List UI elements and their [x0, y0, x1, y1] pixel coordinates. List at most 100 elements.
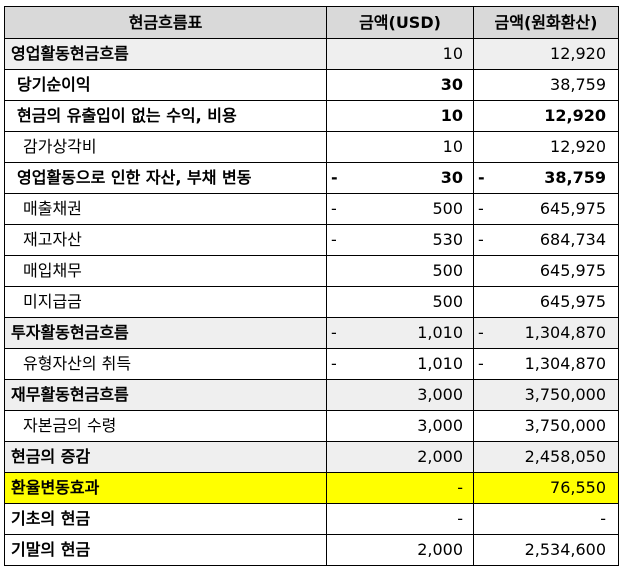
krw-cell[interactable]: 12,920 — [473, 38, 619, 70]
usd-value: 2,000 — [417, 447, 463, 466]
krw-cell[interactable]: 76,550 — [473, 472, 619, 504]
krw-value: 2,534,600 — [524, 540, 606, 559]
header-row: 현금흐름표 금액(USD) 금액(원화환산) — [4, 6, 619, 39]
krw-value: 684,734 — [539, 230, 606, 249]
row-other-payables: 미지급금 500 645,975 — [4, 286, 619, 318]
label-cell[interactable]: 매입채무 — [4, 255, 327, 287]
krw-value: 3,750,000 — [524, 385, 606, 404]
row-net-change-in-cash: 현금의 증감 2,000 2,458,050 — [4, 441, 619, 473]
usd-value: 30 — [440, 75, 463, 94]
krw-cell[interactable]: 2,534,600 — [473, 534, 619, 566]
krw-cell[interactable]: 12,920 — [473, 131, 619, 163]
krw-cell[interactable]: 645,975 — [473, 255, 619, 287]
krw-cell[interactable]: - 1,304,870 — [473, 317, 619, 349]
krw-cell[interactable]: 3,750,000 — [473, 379, 619, 411]
krw-cell[interactable]: 2,458,050 — [473, 441, 619, 473]
krw-value: 645,975 — [539, 199, 606, 218]
krw-value: 12,920 — [550, 137, 606, 156]
label-cell[interactable]: 재고자산 — [4, 224, 327, 256]
row-inventory: 재고자산 -530 -684,734 — [4, 224, 619, 256]
label-cell[interactable]: 매출채권 — [4, 193, 327, 225]
row-fx-effect: 환율변동효과 - 76,550 — [4, 472, 619, 504]
usd-cell[interactable]: - 1,010 — [326, 317, 474, 349]
krw-value: 1,304,870 — [524, 323, 606, 342]
usd-cell[interactable]: 10 — [326, 38, 474, 70]
usd-cell[interactable]: 500 — [326, 255, 474, 287]
usd-value: 1,010 — [417, 323, 463, 342]
usd-cell[interactable]: 10 — [326, 100, 474, 132]
row-investing-cash-flow: 투자활동현금흐름 -1,010 -1,304,870 — [4, 317, 619, 349]
header-label-cell[interactable]: 현금흐름표 — [4, 6, 327, 39]
label-cell[interactable]: 기초의 현금 — [4, 503, 327, 535]
krw-cell[interactable]: - 645,975 — [473, 193, 619, 225]
row-depreciation: 감가상각비 10 12,920 — [4, 131, 619, 163]
row-accounts-payable: 매입채무 500 645,975 — [4, 255, 619, 287]
usd-value: 10 — [440, 106, 463, 125]
krw-value: 12,920 — [550, 44, 606, 63]
row-net-income: 당기순이익 30 38,759 — [4, 69, 619, 101]
usd-cell[interactable]: - 530 — [326, 224, 474, 256]
krw-sign: - — [478, 323, 484, 342]
usd-value: 530 — [432, 230, 463, 249]
usd-cell[interactable]: - 30 — [326, 162, 474, 194]
label-cell[interactable]: 투자활동현금흐름 — [4, 317, 327, 349]
krw-cell[interactable]: 12,920 — [473, 100, 619, 132]
krw-value: 76,550 — [550, 478, 606, 497]
usd-cell[interactable]: - — [326, 503, 474, 535]
usd-value: 3,000 — [417, 385, 463, 404]
krw-value: 38,759 — [544, 168, 606, 187]
usd-sign: - — [331, 168, 338, 187]
label-cell[interactable]: 미지급금 — [4, 286, 327, 318]
label-cell[interactable]: 재무활동현금흐름 — [4, 379, 327, 411]
krw-cell[interactable]: - 1,304,870 — [473, 348, 619, 380]
header-usd-cell[interactable]: 금액(USD) — [326, 6, 474, 39]
usd-sign: - — [331, 323, 337, 342]
label-cell[interactable]: 환율변동효과 — [4, 472, 327, 504]
usd-cell[interactable]: - 1,010 — [326, 348, 474, 380]
usd-value: 500 — [432, 199, 463, 218]
usd-value: 500 — [432, 292, 463, 311]
krw-cell[interactable]: - 684,734 — [473, 224, 619, 256]
label-cell[interactable]: 영업활동으로 인한 자산, 부채 변동 — [4, 162, 327, 194]
usd-cell[interactable]: - — [326, 472, 474, 504]
krw-cell[interactable]: 3,750,000 — [473, 410, 619, 442]
krw-sign: - — [478, 199, 484, 218]
usd-cell[interactable]: 3,000 — [326, 410, 474, 442]
label-cell[interactable]: 기말의 현금 — [4, 534, 327, 566]
usd-cell[interactable]: - 500 — [326, 193, 474, 225]
label-cell[interactable]: 현금의 유출입이 없는 수익, 비용 — [4, 100, 327, 132]
krw-cell[interactable]: - — [473, 503, 619, 535]
label-cell[interactable]: 자본금의 수령 — [4, 410, 327, 442]
row-capital-received: 자본금의 수령 3,000 3,750,000 — [4, 410, 619, 442]
usd-value: 30 — [440, 168, 463, 187]
label-cell[interactable]: 영업활동현금흐름 — [4, 38, 327, 70]
label-cell[interactable]: 감가상각비 — [4, 131, 327, 163]
usd-cell[interactable]: 500 — [326, 286, 474, 318]
row-accounts-receivable: 매출채권 -500 - 645,975 — [4, 193, 619, 225]
usd-cell[interactable]: 2,000 — [326, 441, 474, 473]
krw-cell[interactable]: - 38,759 — [473, 162, 619, 194]
krw-cell[interactable]: 645,975 — [473, 286, 619, 318]
usd-value: 500 — [432, 261, 463, 280]
krw-value: 38,759 — [550, 75, 606, 94]
row-ppe-acquisition: 유형자산의 취득 -1,010 -1,304,870 — [4, 348, 619, 380]
label-cell[interactable]: 유형자산의 취득 — [4, 348, 327, 380]
label-cell[interactable]: 현금의 증감 — [4, 441, 327, 473]
header-krw-cell[interactable]: 금액(원화환산) — [473, 6, 619, 39]
label-cell[interactable]: 당기순이익 — [4, 69, 327, 101]
cash-flow-sheet: 현금흐름표 금액(USD) 금액(원화환산) 영업활동현금흐름 10 12,92… — [4, 6, 619, 566]
usd-value: 2,000 — [417, 540, 463, 559]
krw-cell[interactable]: 38,759 — [473, 69, 619, 101]
usd-sign: - — [331, 354, 337, 373]
krw-value: 3,750,000 — [524, 416, 606, 435]
krw-value: 2,458,050 — [524, 447, 606, 466]
usd-value: 10 — [442, 44, 463, 63]
usd-cell[interactable]: 10 — [326, 131, 474, 163]
usd-cell[interactable]: 30 — [326, 69, 474, 101]
cash-flow-table: 현금흐름표 금액(USD) 금액(원화환산) 영업활동현금흐름 10 12,92… — [4, 6, 619, 566]
krw-sign: - — [478, 354, 484, 373]
krw-value: 12,920 — [544, 106, 606, 125]
usd-cell[interactable]: 3,000 — [326, 379, 474, 411]
row-ending-cash: 기말의 현금 2,000 2,534,600 — [4, 534, 619, 566]
usd-cell[interactable]: 2,000 — [326, 534, 474, 566]
